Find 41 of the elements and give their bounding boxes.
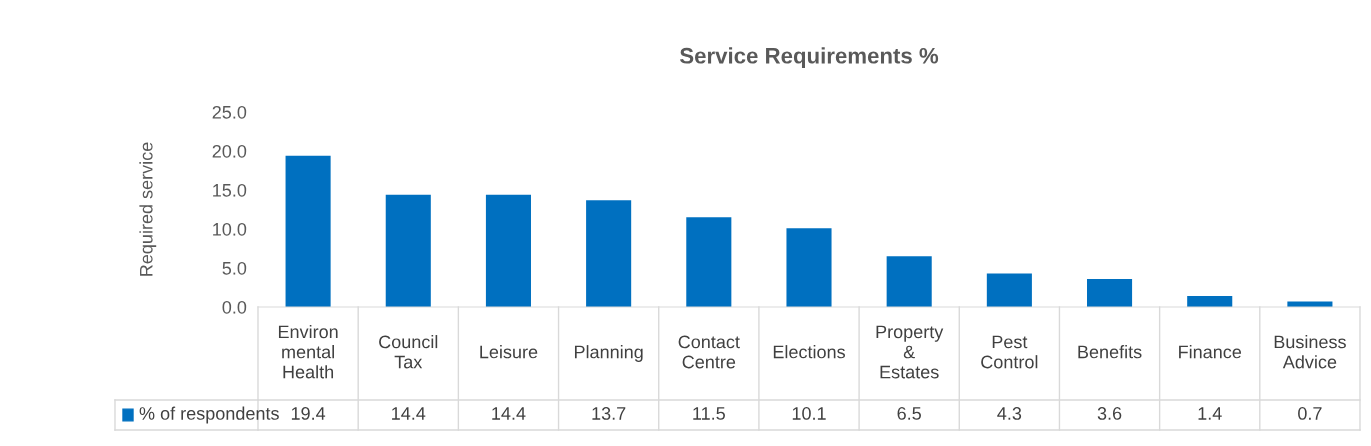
data-label: 13.7 xyxy=(592,407,626,420)
data-label: 11.5 xyxy=(693,407,725,420)
y-tick-label: 5.0 xyxy=(222,261,247,275)
x-tick-label: Leisure xyxy=(480,345,538,359)
data-label: 4.3 xyxy=(997,407,1022,420)
data-label: 0.7 xyxy=(1298,407,1322,420)
data-label: 1.4 xyxy=(1198,407,1222,420)
data-label: 6.5 xyxy=(897,407,921,420)
bar xyxy=(986,273,1032,307)
data-label: 10.1 xyxy=(792,407,826,420)
x-tick-label: Business Advice xyxy=(1274,335,1346,369)
bar xyxy=(886,256,932,307)
legend-label: % of respondents xyxy=(139,406,279,424)
bar xyxy=(1087,278,1133,307)
y-tick-label: 10.0 xyxy=(213,222,247,236)
y-tick-label: 0.0 xyxy=(222,300,247,314)
bar xyxy=(786,228,832,307)
x-tick-label: Pest Control xyxy=(981,335,1038,369)
y-axis-title: Required service xyxy=(139,142,157,276)
y-tick-label: 15.0 xyxy=(213,183,247,197)
x-tick-label: Benefits xyxy=(1078,345,1142,359)
y-tick-label: 20.0 xyxy=(212,144,247,158)
data-label: 14.4 xyxy=(392,407,426,420)
x-tick-label: Elections xyxy=(773,345,845,359)
data-label: 19.4 xyxy=(291,407,326,420)
x-tick-label: Finance xyxy=(1179,345,1242,359)
x-tick-label: Environ mental Health xyxy=(278,324,338,379)
chart-title: Service Requirements % xyxy=(679,47,939,68)
x-tick-label: Property & Estates xyxy=(876,325,944,379)
data-label: 3.6 xyxy=(1097,407,1122,420)
x-tick-label: Council Tax xyxy=(379,335,438,369)
bar xyxy=(686,217,732,307)
bar xyxy=(1187,296,1233,307)
y-tick-label: 25.0 xyxy=(212,105,247,119)
data-label: 14.4 xyxy=(492,407,526,420)
bar xyxy=(586,200,632,307)
bar xyxy=(285,155,331,307)
bar xyxy=(485,194,531,307)
bar xyxy=(385,194,431,307)
x-tick-label: Planning xyxy=(574,345,643,362)
x-tick-label: Contact Centre xyxy=(678,335,740,369)
